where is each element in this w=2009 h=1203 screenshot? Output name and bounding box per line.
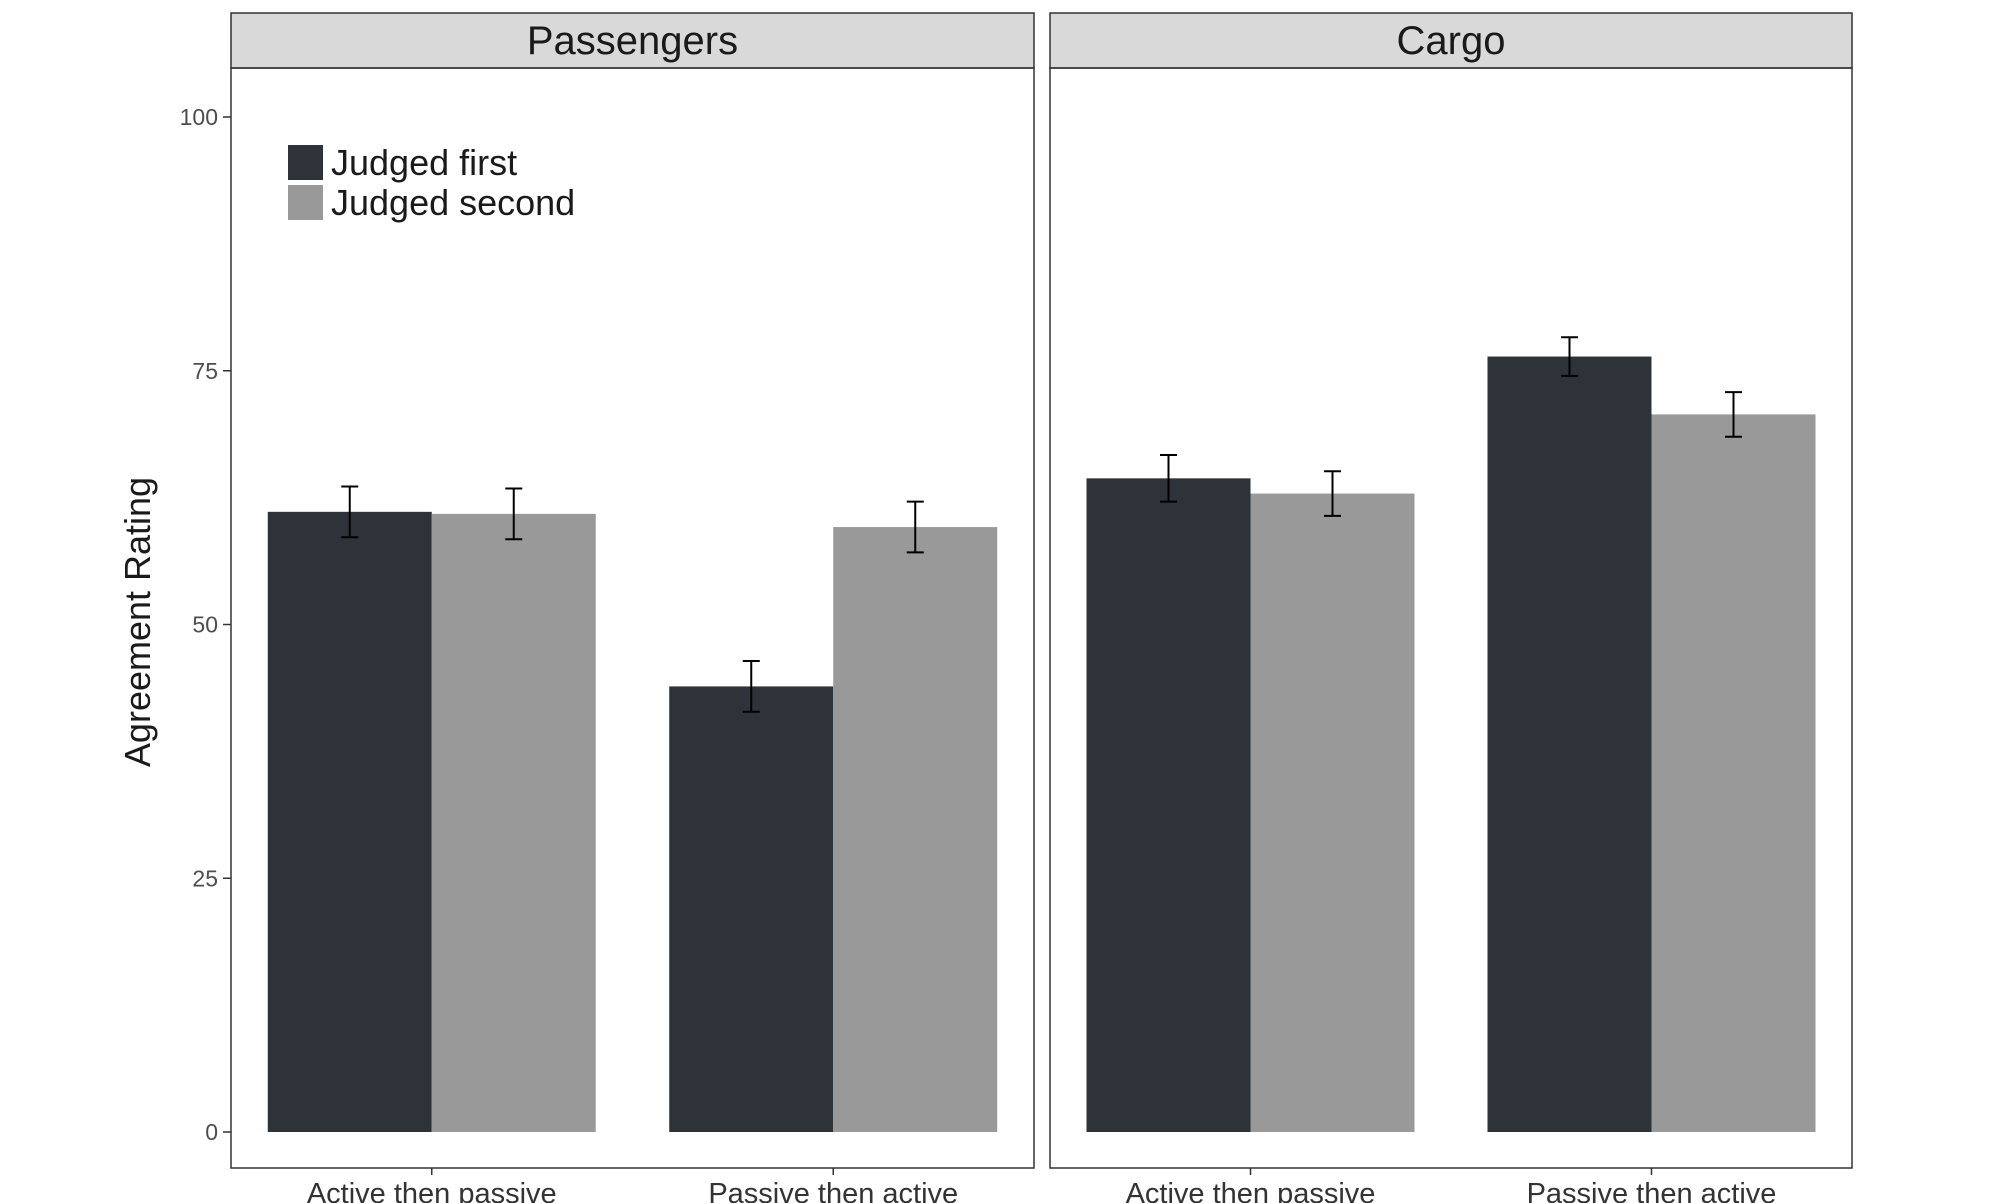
error-bar xyxy=(505,487,523,541)
legend-swatch xyxy=(288,145,323,180)
y-axis-title: Agreement Rating xyxy=(117,477,158,767)
y-tick-label: 0 xyxy=(205,1119,218,1145)
panel-border xyxy=(1049,67,1853,1169)
y-tick-label: 50 xyxy=(192,612,218,638)
error-bar xyxy=(742,660,760,713)
error-bar xyxy=(1561,336,1578,377)
error-bar xyxy=(341,485,359,539)
error-bar xyxy=(1725,391,1742,438)
bar-judged-first xyxy=(1487,356,1652,1132)
bar-judged-second xyxy=(431,513,596,1132)
x-tick-label: Active then passive xyxy=(307,1178,557,1203)
error-bar xyxy=(906,500,924,554)
panel-title: Passengers xyxy=(527,19,738,63)
x-tick-label: Passive then active xyxy=(1527,1178,1777,1203)
bar-judged-first xyxy=(669,686,834,1132)
panel-passengers: Passengers Active then passive Passive the… xyxy=(230,12,1035,1203)
legend-label: Judged second xyxy=(331,182,575,223)
legend-item: Judged second xyxy=(288,182,575,223)
y-tick-label: 100 xyxy=(180,104,218,130)
bar-judged-first xyxy=(1086,478,1251,1133)
legend-label: Judged first xyxy=(331,142,517,183)
y-axis: 0 25 50 75 100 xyxy=(180,104,231,1145)
error-bar xyxy=(1324,470,1341,517)
panel-strip xyxy=(230,12,1035,69)
error-bar xyxy=(1160,453,1177,503)
bar-judged-first xyxy=(267,511,432,1133)
x-tick-label: Passive then active xyxy=(708,1178,958,1203)
bar-judged-second xyxy=(833,527,998,1132)
x-tick-label: Active then passive xyxy=(1126,1178,1376,1203)
panel-border xyxy=(230,67,1035,1169)
panel-cargo: Cargo Active then passive Passive then act… xyxy=(1049,12,1853,1203)
panel-title: Cargo xyxy=(1397,19,1506,63)
y-tick-label: 25 xyxy=(192,865,218,891)
y-tick-label: 75 xyxy=(192,358,218,384)
legend-swatch xyxy=(288,185,323,220)
panels-layer: Passengers Active then passive Passive the… xyxy=(230,12,1853,1203)
bar-judged-second xyxy=(1651,414,1816,1132)
legend-item: Judged first xyxy=(288,142,517,183)
bar-judged-second xyxy=(1250,493,1415,1132)
